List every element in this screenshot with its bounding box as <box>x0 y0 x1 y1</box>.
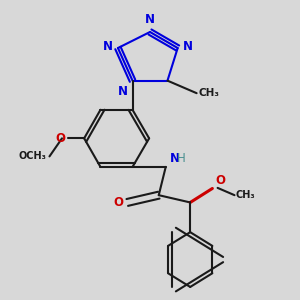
Text: N: N <box>170 152 180 165</box>
Text: H: H <box>177 152 186 165</box>
Text: N: N <box>103 40 113 53</box>
Text: O: O <box>114 196 124 209</box>
Text: O: O <box>215 174 225 187</box>
Text: N: N <box>145 13 155 26</box>
Text: O: O <box>55 132 65 145</box>
Text: N: N <box>118 85 128 98</box>
Text: CH₃: CH₃ <box>199 88 220 98</box>
Text: N: N <box>183 40 193 53</box>
Text: CH₃: CH₃ <box>236 190 256 200</box>
Text: OCH₃: OCH₃ <box>19 152 46 161</box>
